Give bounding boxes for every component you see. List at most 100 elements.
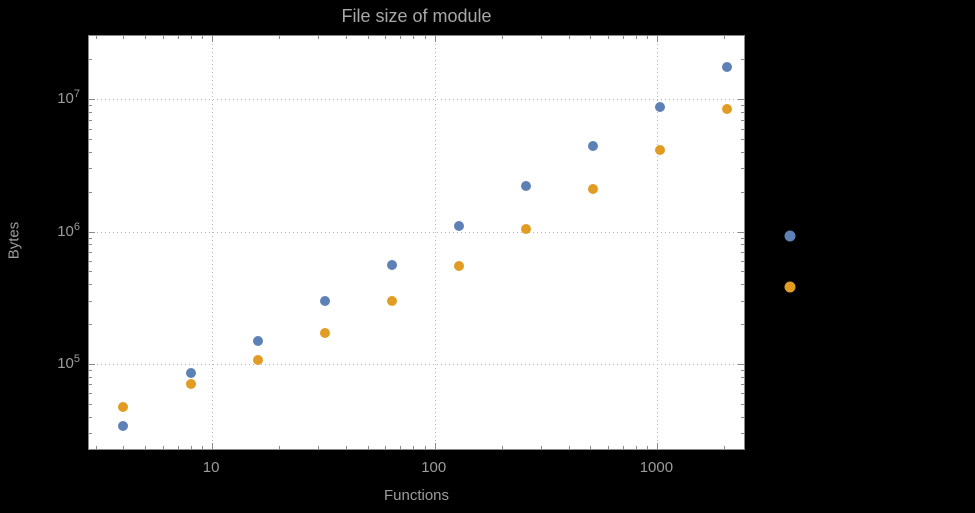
tick-mark [434, 36, 436, 42]
gridline-vertical [434, 36, 436, 449]
tick-mark [279, 446, 281, 449]
tick-mark [741, 376, 744, 378]
tick-mark [201, 446, 203, 449]
tick-mark [738, 99, 744, 101]
tick-mark [540, 446, 542, 449]
tick-mark [568, 36, 570, 39]
tick-mark [177, 36, 179, 39]
tick-mark [568, 446, 570, 449]
tick-mark [89, 191, 92, 193]
legend-marker [784, 281, 796, 293]
tick-mark [741, 416, 744, 418]
tick-mark [367, 446, 369, 449]
x-tick-label: 1000 [639, 459, 674, 476]
tick-mark [741, 119, 744, 121]
data-point [319, 328, 330, 339]
tick-mark [741, 370, 744, 371]
tick-mark [89, 99, 95, 101]
tick-mark [741, 300, 744, 302]
tick-mark [741, 393, 744, 395]
tick-mark [635, 446, 637, 449]
tick-mark [212, 36, 214, 42]
tick-mark [540, 36, 542, 39]
tick-mark [89, 376, 92, 378]
tick-mark [647, 36, 649, 39]
tick-mark [190, 446, 192, 449]
x-tick-label: 10 [202, 459, 220, 476]
tick-mark [346, 36, 348, 39]
tick-mark [89, 139, 92, 141]
tick-mark [724, 36, 726, 39]
tick-mark [89, 271, 92, 273]
tick-mark [89, 433, 92, 435]
tick-mark [89, 119, 92, 121]
tick-mark [424, 446, 426, 449]
data-point [520, 181, 531, 192]
tick-mark [741, 191, 744, 193]
tick-mark [89, 324, 92, 326]
tick-mark [501, 446, 503, 449]
plot-area [88, 35, 745, 450]
tick-mark [647, 446, 649, 449]
x-axis-label: Functions [383, 487, 450, 504]
tick-mark [622, 446, 624, 449]
tick-mark [89, 403, 92, 405]
gridline-vertical [212, 36, 214, 449]
tick-mark [724, 446, 726, 449]
tick-mark [89, 111, 92, 113]
gridline-horizontal [89, 363, 744, 365]
tick-mark [123, 36, 125, 39]
tick-mark [657, 443, 659, 449]
tick-mark [89, 105, 92, 107]
tick-mark [741, 237, 744, 239]
tick-mark [318, 446, 320, 449]
y-axis-label: Bytes [5, 221, 23, 260]
tick-mark [385, 446, 387, 449]
tick-mark [201, 36, 203, 39]
tick-mark [89, 128, 92, 130]
y-tick-label: 105 [57, 352, 80, 372]
tick-mark [741, 252, 744, 254]
tick-mark [279, 36, 281, 39]
tick-mark [741, 403, 744, 405]
tick-mark [590, 36, 592, 39]
tick-mark [635, 36, 637, 39]
tick-mark [741, 324, 744, 326]
tick-mark [89, 416, 92, 418]
tick-mark [741, 111, 744, 113]
tick-mark [400, 446, 402, 449]
tick-mark [318, 36, 320, 39]
chart-title: File size of module [341, 6, 492, 26]
data-point [252, 354, 263, 365]
tick-mark [741, 433, 744, 435]
tick-mark [413, 36, 415, 39]
data-point [118, 420, 129, 431]
y-tick-label: 107 [57, 88, 80, 108]
tick-mark [741, 105, 744, 107]
tick-mark [162, 446, 164, 449]
tick-mark [145, 446, 147, 449]
tick-mark [89, 231, 95, 233]
legend-marker [784, 230, 796, 242]
tick-mark [741, 151, 744, 153]
tick-mark [346, 446, 348, 449]
tick-mark [212, 443, 214, 449]
data-point [721, 104, 732, 115]
tick-mark [608, 446, 609, 449]
tick-mark [177, 446, 179, 449]
data-point [453, 260, 464, 271]
tick-mark [400, 36, 402, 39]
tick-mark [89, 393, 92, 395]
tick-mark [590, 446, 592, 449]
tick-mark [89, 300, 92, 302]
x-tick-label: 100 [421, 459, 447, 476]
tick-mark [741, 260, 744, 262]
tick-mark [89, 284, 92, 286]
data-point [118, 402, 129, 413]
data-point [587, 141, 598, 152]
tick-mark [89, 59, 92, 61]
tick-mark [89, 384, 92, 386]
tick-mark [145, 36, 147, 39]
tick-mark [89, 252, 92, 254]
